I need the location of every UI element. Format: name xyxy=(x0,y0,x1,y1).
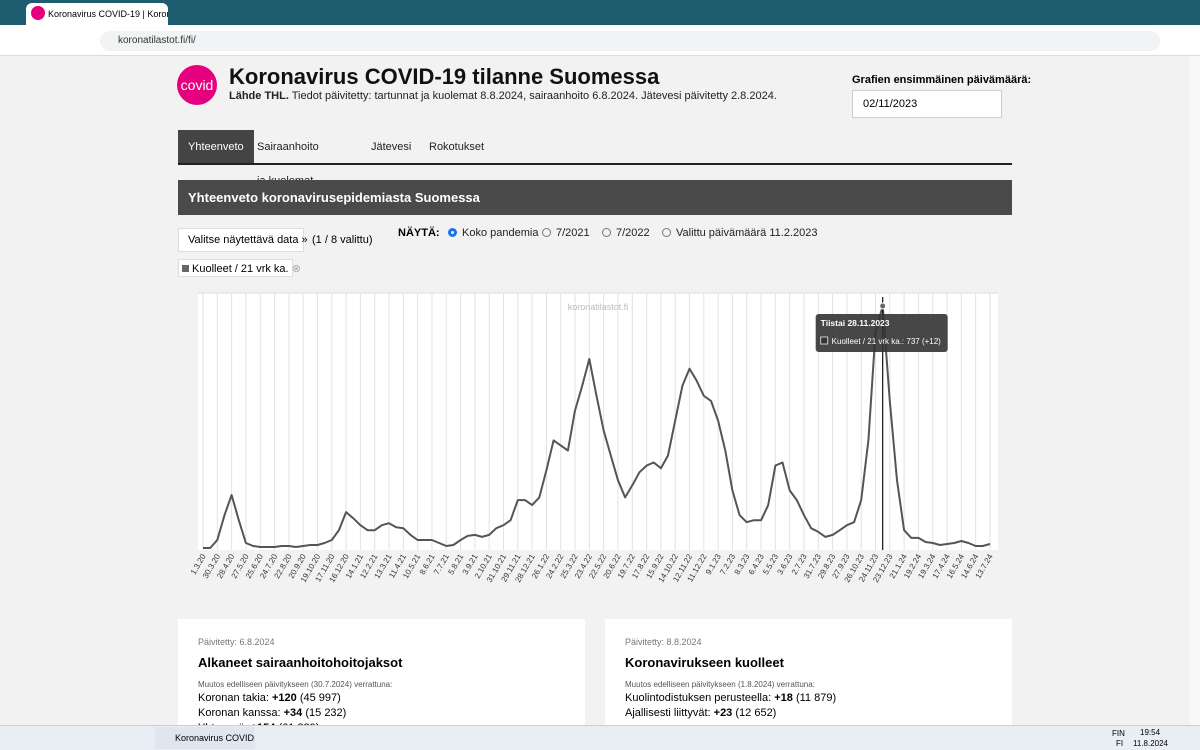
radio-label: 7/2021 xyxy=(556,227,590,239)
card: Päivitetty: 6.8.2024 Alkaneet sairaanhoit… xyxy=(178,619,585,725)
tab[interactable]: Jätevesi xyxy=(371,141,412,153)
row-label: Ajallisesti liittyvät: xyxy=(625,707,711,719)
watermark: koronatilastot.fi xyxy=(568,302,629,312)
date-input[interactable]: 02/11/2023 xyxy=(852,90,1002,118)
select-button[interactable]: Valitse näytettävä data » xyxy=(178,228,308,252)
taskbar-app[interactable]: Koronavirus COVID... xyxy=(155,727,255,749)
radio-button xyxy=(542,228,551,237)
card-row: Kuolintodistuksen perusteella: +18 (11 8… xyxy=(625,692,1012,704)
radio-option[interactable]: Valittu päivämäärä 11.2.2023 xyxy=(662,227,817,239)
section-header: Yhteenveto koronavirusepidemiasta Suomes… xyxy=(178,180,1012,215)
tooltip-text: Kuolleet / 21 vrk ka.: 737 (+12) xyxy=(832,337,942,346)
content: covid Koronavirus COVID-19 tilanne Suome… xyxy=(0,56,1190,725)
chip-close[interactable]: ⊗ xyxy=(291,263,301,275)
card-updated: Päivitetty: 8.8.2024 xyxy=(625,637,702,647)
row-delta: +120 xyxy=(272,692,297,704)
url: koronatilastot.fi/fi/ xyxy=(118,35,196,46)
card-row: Koronan takia: +120 (45 997) xyxy=(198,692,585,704)
card: Päivitetty: 8.8.2024 Koronavirukseen kuol… xyxy=(605,619,1012,725)
chip-text: Kuolleet / 21 vrk ka. xyxy=(192,263,289,275)
row-label: Koronan takia: xyxy=(198,692,269,704)
card-change: Muutos edelliseen päivitykseen (30.7.202… xyxy=(198,680,393,689)
radio-label: 7/2022 xyxy=(616,227,650,239)
chart: 1.3.2030.3.2028.4.2027.5.2025.6.2024.7.2… xyxy=(189,292,998,584)
radio-button xyxy=(448,228,457,237)
tooltip xyxy=(815,314,948,352)
tab[interactable]: Yhteenveto xyxy=(178,130,254,164)
radio-label: Valittu päivämäärä 11.2.2023 xyxy=(676,227,818,239)
section-title: Yhteenveto koronavirusepidemiasta Suomes… xyxy=(188,190,480,205)
row-total: (45 997) xyxy=(299,692,341,704)
row-total: (61 229) xyxy=(278,722,319,725)
date-value: 02/11/2023 xyxy=(863,98,918,110)
tab-icon xyxy=(31,6,45,20)
clock-date: 11.8.2024 xyxy=(1133,739,1168,748)
radio-label: Koko pandemia xyxy=(462,227,539,239)
chip-swatch xyxy=(182,265,189,272)
page-title: Koronavirus COVID-19 tilanne Suomessa xyxy=(229,64,660,89)
row-label: Kuolintodistuksen perusteella: xyxy=(625,692,772,704)
row-total: (15 232) xyxy=(305,707,347,719)
lang2: FI xyxy=(1116,739,1124,748)
tab[interactable]: Rokotukset xyxy=(429,141,485,153)
line xyxy=(203,305,991,549)
tab[interactable]: Sairaanhoito ja kuolemat xyxy=(257,141,319,187)
tab-underline xyxy=(178,163,1012,165)
hover-point xyxy=(879,302,887,310)
row-label: Koronan kanssa: xyxy=(198,707,281,719)
card-title: Koronavirukseen kuolleet xyxy=(625,655,784,670)
card-row: Ajallisesti liittyvät: +23 (12 652) xyxy=(625,707,1012,719)
card-change: Muutos edelliseen päivitykseen (1.8.2024… xyxy=(625,680,815,689)
row-delta: +34 xyxy=(283,707,303,719)
tooltip-swatch xyxy=(820,336,829,345)
logo: covid xyxy=(177,65,217,105)
row-total: (11 879) xyxy=(795,692,837,704)
browser-tab[interactable]: Koronavirus COVID-19 | Korona xyxy=(26,3,168,25)
radio-button xyxy=(602,228,611,237)
show-label: NÄYTÄ: xyxy=(398,227,440,239)
radio-option[interactable]: 7/2021 xyxy=(542,227,590,239)
clock-time: 19:54 xyxy=(1140,728,1161,737)
card-row: Yhteensä: +154 (61 229) xyxy=(198,722,585,725)
tooltip-title: Tiistai 28.11.2023 xyxy=(821,318,890,328)
taskbar: Koronavirus COVID... FIN FI 19:54 11.8.2… xyxy=(0,725,1200,750)
radio-button xyxy=(662,228,671,237)
row-delta: +23 xyxy=(713,707,733,719)
row-delta: +154 xyxy=(251,722,276,725)
radio-option[interactable]: 7/2022 xyxy=(602,227,650,239)
row-label: Yhteensä: xyxy=(198,722,248,725)
lang: FIN xyxy=(1112,729,1125,738)
tab-bar xyxy=(0,0,1200,25)
url-field[interactable] xyxy=(100,31,1160,51)
tab-title: Koronavirus COVID-19 | Korona xyxy=(48,9,168,19)
card-updated: Päivitetty: 6.8.2024 xyxy=(198,637,275,647)
card-title: Alkaneet sairaanhoitohoitojaksot xyxy=(198,655,403,670)
radio-option[interactable]: Koko pandemia xyxy=(448,227,538,239)
series-chip[interactable]: Kuolleet / 21 vrk ka. ⊗ xyxy=(178,259,301,277)
updated: Tiedot päivitetty: tartunnat ja kuolemat… xyxy=(291,90,777,102)
row-total: (12 652) xyxy=(735,707,777,719)
source: Lähde THL. xyxy=(229,90,289,102)
subtitle: Lähde THL. Tiedot päivitetty: tartunnat … xyxy=(229,90,777,102)
row-delta: +18 xyxy=(774,692,793,704)
card-row: Koronan kanssa: +34 (15 232) xyxy=(198,707,585,719)
selected-count: (1 / 8 valittu) xyxy=(312,234,373,246)
scrollbar[interactable] xyxy=(1190,56,1200,725)
date-label: Grafien ensimmäinen päivämäärä: xyxy=(852,74,1032,86)
